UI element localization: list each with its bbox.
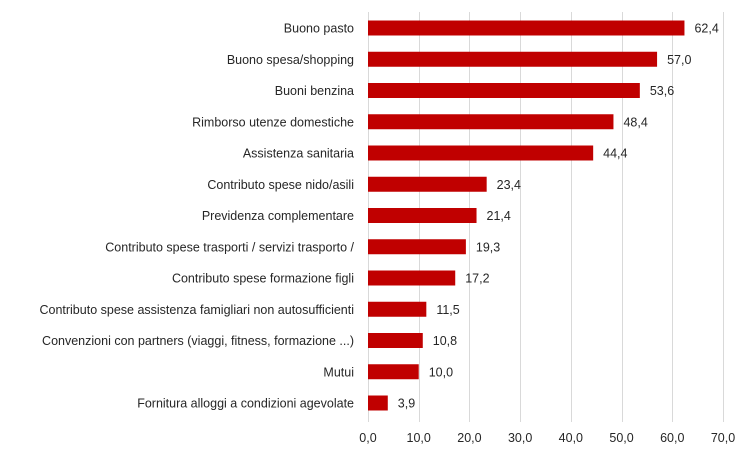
- data-label: 23,4: [497, 178, 521, 192]
- category-label: Mutui: [323, 365, 354, 379]
- x-axis-tick-labels: 0,0 10,0 20,0 30,0 40,0 50,0 60,0 70,0: [359, 431, 735, 445]
- value-labels: 62,4 57,0 53,6 48,4 44,4 23,4 21,4 19,3 17,2 11,5…: [398, 22, 719, 411]
- data-label: 17,2: [465, 272, 489, 286]
- data-label: 10,8: [433, 334, 457, 348]
- bar: [368, 51, 658, 67]
- data-label: 44,4: [603, 147, 627, 161]
- data-label: 62,4: [694, 22, 718, 36]
- bar: [368, 114, 614, 130]
- data-label: 3,9: [398, 397, 415, 411]
- category-label: Contributo spese trasporti / servizi tra…: [105, 240, 354, 254]
- category-label: Buoni benzina: [275, 84, 354, 98]
- bars: [368, 20, 685, 411]
- bar: [368, 301, 427, 317]
- category-label: Buono pasto: [284, 22, 354, 36]
- data-label: 11,5: [436, 303, 459, 317]
- x-tick-label: 20,0: [457, 431, 481, 445]
- category-label: Previdenza complementare: [202, 209, 354, 223]
- category-label: Assistenza sanitaria: [243, 147, 354, 161]
- bar: [368, 83, 640, 98]
- data-label: 19,3: [476, 240, 500, 254]
- bar: [368, 208, 477, 223]
- category-label: Buono spesa/shopping: [227, 53, 354, 67]
- category-label: Contributo spese nido/asili: [207, 178, 354, 192]
- bar: [368, 20, 685, 36]
- bar: [368, 176, 487, 192]
- data-label: 57,0: [667, 53, 691, 67]
- bar: [368, 333, 423, 348]
- x-tick-label: 0,0: [359, 431, 376, 445]
- bar: [368, 364, 419, 380]
- bar: [368, 395, 388, 411]
- data-label: 48,4: [623, 115, 647, 129]
- x-tick-label: 60,0: [660, 431, 684, 445]
- data-label: 21,4: [487, 209, 511, 223]
- x-tick-label: 30,0: [508, 431, 532, 445]
- category-label: Rimborso utenze domestiche: [192, 115, 354, 129]
- category-label: Contributo spese assistenza famigliari n…: [39, 303, 354, 317]
- data-label: 53,6: [650, 84, 674, 98]
- data-label: 10,0: [429, 365, 453, 379]
- x-tick-label: 70,0: [711, 431, 735, 445]
- bar: [368, 145, 594, 161]
- category-label: Fornitura alloggi a condizioni agevolate: [137, 397, 354, 411]
- x-tick-label: 10,0: [407, 431, 431, 445]
- x-tick-label: 50,0: [609, 431, 633, 445]
- category-label: Convenzioni con partners (viaggi, fitnes…: [42, 334, 354, 348]
- bar: [368, 239, 466, 255]
- x-tick-label: 40,0: [559, 431, 583, 445]
- category-labels: Buono pasto Buono spesa/shopping Buoni ben…: [39, 22, 354, 411]
- bar: [368, 270, 456, 286]
- category-label: Contributo spese formazione figli: [172, 272, 354, 286]
